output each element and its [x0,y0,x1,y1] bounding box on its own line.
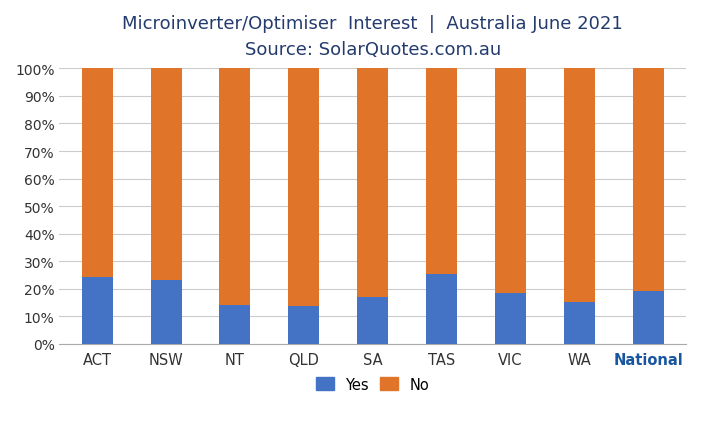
Bar [82,277,112,344]
Bar [633,291,664,344]
Bar [219,69,250,305]
Bar [219,305,250,344]
Title: Microinverter/Optimiser  Interest  |  Australia June 2021
Source: SolarQuotes.co: Microinverter/Optimiser Interest | Austr… [122,15,623,59]
Bar [357,297,388,344]
Bar [288,69,319,306]
Bar [495,69,526,293]
Bar [150,280,181,344]
Bar [426,274,457,344]
Bar [288,306,319,344]
Bar [357,69,388,297]
Bar [564,69,595,302]
Bar [564,302,595,344]
Bar [495,293,526,344]
Bar [633,69,664,291]
Legend: Yes, No: Yes, No [316,377,430,392]
Bar [150,69,181,280]
Bar [426,69,457,274]
Bar [82,69,112,277]
